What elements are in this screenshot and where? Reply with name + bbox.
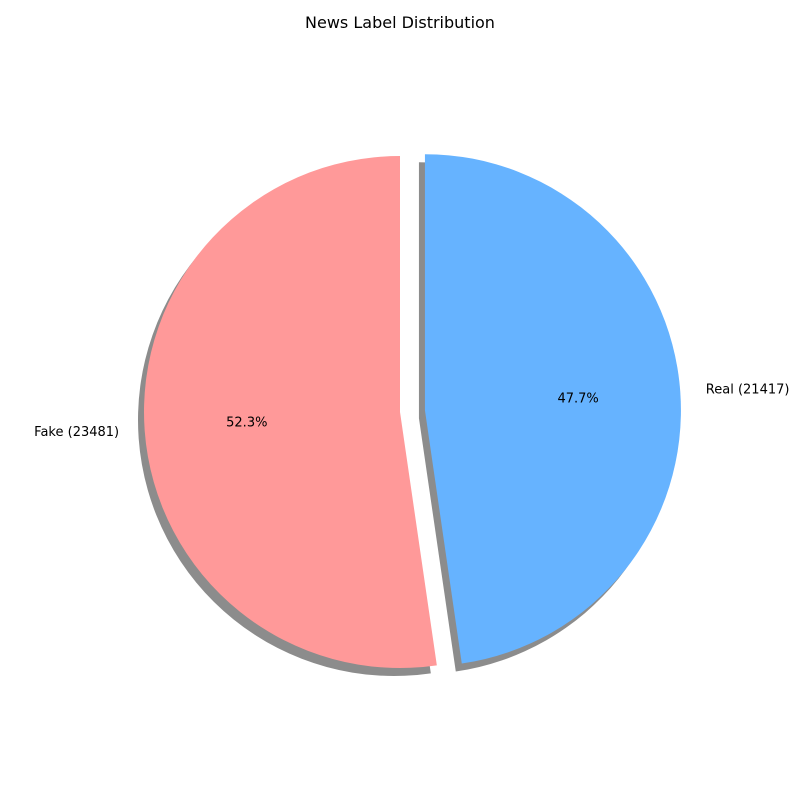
slice-label-real: Real (21417) xyxy=(706,382,790,397)
pie-labels: Fake (23481) 52.3% Real (21417) 47.7% xyxy=(34,382,789,439)
pie-slices xyxy=(144,154,681,669)
slice-percent-real: 47.7% xyxy=(557,392,598,407)
slice-label-fake: Fake (23481) xyxy=(34,425,119,440)
pie-slice-real xyxy=(424,154,681,664)
chart-title: News Label Distribution xyxy=(305,13,495,32)
slice-percent-fake: 52.3% xyxy=(226,416,267,431)
pie-slice-fake xyxy=(144,156,437,669)
